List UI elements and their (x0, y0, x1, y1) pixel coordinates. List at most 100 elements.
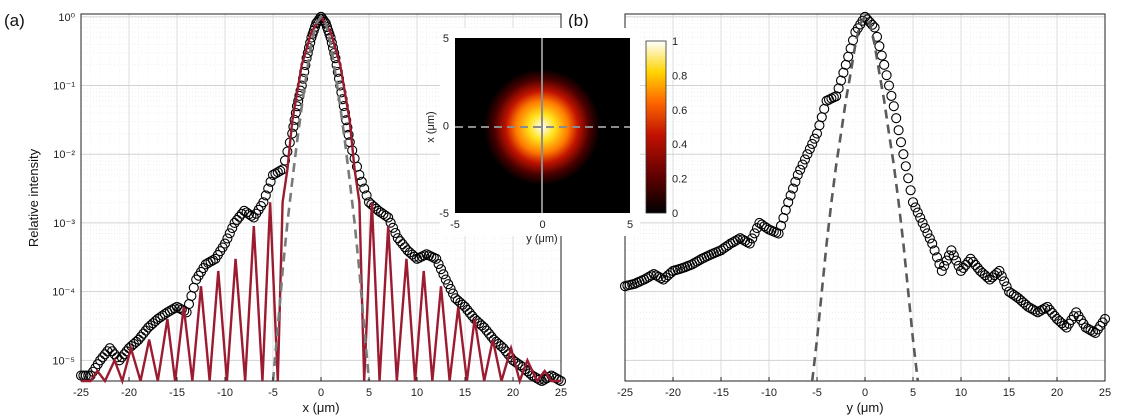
data-point (790, 176, 801, 187)
data-point (838, 67, 849, 78)
x-tick-label: -20 (665, 387, 681, 399)
inset-y-tick: -5 (439, 208, 449, 220)
data-point (819, 103, 830, 115)
data-point (315, 11, 327, 22)
data-point (203, 257, 214, 268)
x-tick-label: -10 (761, 387, 777, 399)
colorbar-tick: 0.8 (672, 70, 687, 82)
data-point (1097, 317, 1108, 328)
data-point (317, 13, 328, 24)
data-point (898, 149, 909, 160)
x-tick-label: 20 (1051, 387, 1063, 399)
data-point (1059, 320, 1070, 331)
data-point (272, 167, 283, 178)
data-point (270, 168, 281, 179)
y-tick-label: 10⁻⁵ (52, 355, 75, 367)
data-point (157, 310, 168, 321)
x-tick-label: -25 (73, 387, 89, 399)
data-point (392, 233, 403, 244)
data-point (246, 210, 257, 221)
data-point (255, 201, 267, 212)
y-tick-label: 10⁻³ (53, 218, 75, 230)
x-tick-label: -25 (617, 387, 633, 399)
data-point (293, 95, 304, 107)
data-point (290, 108, 301, 119)
x-tick-label: 0 (862, 387, 868, 399)
data-point (243, 209, 255, 220)
inset-x-tick: 0 (539, 219, 545, 231)
data-point (236, 208, 247, 219)
data-point (727, 237, 739, 248)
data-point (1025, 303, 1036, 314)
data-point (407, 249, 418, 260)
data-point (931, 252, 943, 263)
data-point (775, 220, 787, 231)
data-point (783, 197, 794, 208)
data-point (912, 207, 923, 218)
data-point (713, 246, 724, 257)
data-point (970, 259, 981, 270)
series-b (619, 11, 1111, 382)
data-point (963, 256, 974, 267)
data-point (1095, 320, 1106, 332)
data-point (951, 255, 962, 266)
data-point (462, 304, 473, 315)
data-point (689, 257, 700, 268)
data-point (651, 270, 662, 281)
y-axis-label-a: Relative intensity (26, 148, 41, 247)
colorbar-tick: 0.6 (672, 105, 687, 117)
data-point (907, 197, 919, 208)
data-point (234, 211, 245, 222)
gaussian-fit-dashed (271, 14, 371, 382)
x-ticks-a: -25 -20 -15 -10 -5 0 5 10 15 20 25 (73, 377, 567, 399)
data-point (802, 149, 813, 160)
data-point (1092, 324, 1103, 335)
inset-x-label: y (μm) (526, 233, 557, 245)
data-point (730, 235, 741, 246)
data-point (419, 250, 430, 261)
data-point (378, 209, 389, 220)
data-point (423, 250, 435, 261)
data-point (1035, 305, 1046, 316)
data-point (915, 212, 926, 223)
data-point (227, 223, 238, 234)
data-point (876, 50, 887, 61)
data-point (747, 233, 758, 244)
x-tick-label: 0 (318, 387, 324, 399)
data-point (989, 270, 1000, 281)
data-point (368, 201, 379, 212)
data-point (128, 338, 139, 349)
data-point (445, 283, 456, 294)
data-point (823, 94, 835, 105)
data-point (330, 53, 341, 64)
data-point (1008, 289, 1019, 301)
x-ticks-b: -25 -20 -15 -10 -5 0 5 10 15 20 25 (617, 377, 1111, 399)
inset-y-tick: 0 (443, 121, 449, 133)
data-point (943, 250, 955, 261)
inset-x-tick: 5 (627, 219, 633, 231)
x-tick-label: 20 (507, 387, 519, 399)
inset-y-label: x (μm) (425, 111, 437, 142)
data-point (275, 165, 286, 176)
data-point (780, 205, 791, 216)
data-point (188, 282, 199, 293)
data-point (99, 349, 111, 360)
colorbar-tick: 1 (672, 36, 678, 48)
data-point (771, 227, 782, 238)
data-point (795, 164, 806, 175)
data-point (953, 260, 964, 271)
data-point (879, 59, 890, 70)
y-ticks-a: 10⁻⁵ 10⁻⁴ 10⁻³ 10⁻² 10⁻¹ 10⁰ (52, 12, 75, 367)
data-point (886, 90, 897, 101)
data-point (972, 262, 983, 273)
data-point (720, 241, 731, 252)
x-tick-label: -10 (217, 387, 233, 399)
data-point (737, 234, 748, 245)
data-point (799, 154, 811, 165)
data-point (641, 273, 652, 284)
data-point (922, 228, 933, 239)
x-tick-label: 25 (555, 387, 567, 399)
colorbar (645, 40, 667, 214)
data-point (1083, 323, 1094, 334)
data-point (699, 252, 710, 263)
